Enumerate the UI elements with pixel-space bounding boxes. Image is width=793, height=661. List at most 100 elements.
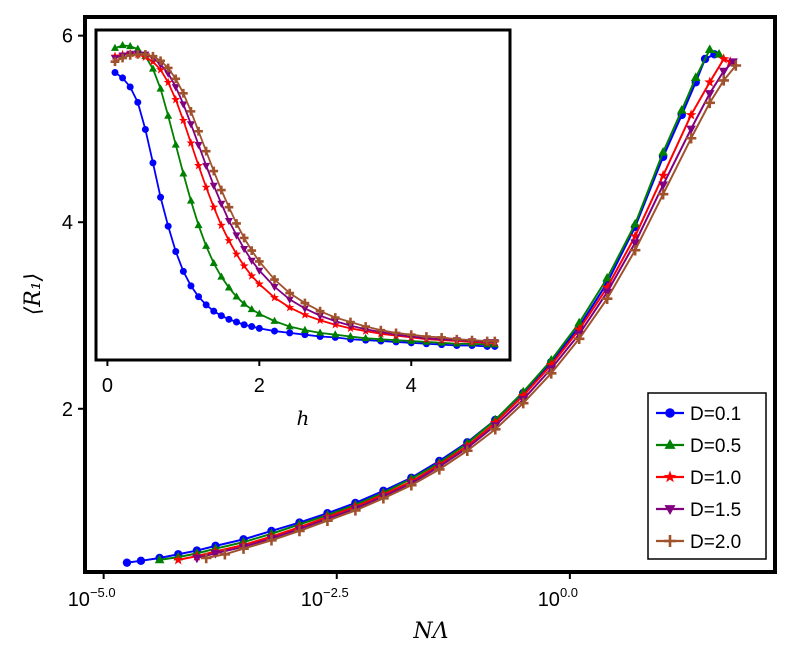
inset-data-point	[285, 302, 295, 312]
inset-data-point	[202, 162, 211, 170]
data-point	[517, 397, 529, 409]
data-point	[657, 169, 669, 181]
series-line	[206, 64, 737, 559]
inset-data-point	[376, 325, 386, 335]
inset-data-point	[194, 142, 203, 150]
inset-data-point	[134, 98, 142, 106]
legend-label: D=2.0	[690, 532, 741, 553]
data-point	[545, 359, 557, 370]
inset-data-point	[255, 309, 264, 317]
inset-data-point	[406, 330, 416, 340]
data-point	[630, 218, 640, 228]
inset-data-point	[164, 222, 172, 230]
inset-data-point	[224, 283, 233, 291]
data-point	[238, 543, 249, 554]
legend-label: D=0.1	[690, 404, 741, 425]
y-tick-label: 4	[62, 212, 73, 234]
inset-data-point	[209, 202, 219, 212]
data-point	[658, 147, 668, 156]
data-point	[517, 390, 529, 401]
inset-data-point	[118, 53, 127, 63]
inset-data-point	[202, 301, 210, 309]
inset-data-point	[202, 241, 211, 249]
inset-data-point	[209, 258, 218, 267]
data-point	[704, 44, 715, 54]
inset-data-point	[247, 271, 257, 280]
inset-data-point	[187, 282, 195, 290]
inset-data-point	[195, 293, 203, 301]
inset-data-point	[194, 126, 203, 136]
inset-data-point	[247, 304, 256, 313]
inset-data-point	[209, 182, 218, 190]
inset-data-point	[285, 296, 294, 304]
inset-data-point	[422, 332, 431, 341]
inset-series-D=2.0	[110, 50, 500, 346]
inset-data-point	[217, 200, 226, 208]
inset-data-point	[110, 43, 120, 51]
legend-item: D=0.5	[656, 436, 741, 457]
data-point	[685, 109, 697, 120]
data-point	[462, 445, 473, 456]
inset-data-point	[240, 321, 248, 329]
inset-data-point	[156, 65, 166, 74]
main-plot-frame	[83, 15, 777, 574]
inset-plot-frame	[94, 28, 512, 362]
data-point	[266, 535, 277, 546]
inset-data-point	[247, 246, 257, 255]
data-point	[658, 181, 668, 191]
inset-data-point	[171, 94, 181, 104]
inset-data-point	[285, 322, 294, 330]
legend-marker	[664, 505, 676, 515]
data-point	[219, 549, 231, 560]
inset-x-tick-label: 4	[406, 375, 417, 397]
inset-data-point	[240, 299, 249, 307]
inset-data-point	[270, 283, 279, 292]
inset-data-point	[330, 313, 340, 322]
inset-data-layer	[110, 40, 500, 350]
inset-data-point	[248, 323, 256, 331]
inset-data-point	[179, 101, 188, 109]
inset-data-point	[148, 64, 157, 72]
inset-data-point	[217, 312, 225, 320]
data-point	[122, 558, 132, 567]
data-point	[690, 72, 701, 81]
data-point	[573, 333, 585, 345]
inset-data-point	[300, 325, 309, 333]
data-point	[629, 230, 641, 241]
inset-data-point	[346, 317, 355, 327]
inset-data-point	[254, 257, 264, 266]
data-point	[573, 323, 585, 335]
inset-data-point	[186, 138, 196, 147]
y-tick-label: 6	[62, 26, 73, 48]
inset-data-point	[232, 219, 241, 228]
data-point	[154, 554, 165, 564]
inset-data-point	[247, 257, 256, 265]
data-point	[730, 60, 742, 71]
inset-data-point	[232, 232, 241, 240]
inset-data-point	[225, 315, 233, 323]
inset-data-point	[392, 335, 401, 343]
inset-data-point	[157, 193, 165, 201]
data-point	[322, 515, 333, 526]
data-point	[200, 552, 212, 564]
main-ticks: 10−5.0 10−2.5 100.0 2 4 6	[62, 26, 578, 611]
data-point	[545, 368, 557, 379]
data-point	[657, 188, 669, 200]
inset-data-point	[437, 333, 447, 342]
inset-data-point	[316, 328, 325, 336]
inset-data-point	[149, 159, 157, 167]
inset-data-point	[141, 50, 150, 59]
inset-data-point	[156, 56, 165, 66]
x-axis-label: NΛ	[412, 619, 448, 644]
inset-data-point	[126, 41, 135, 50]
inset-data-point	[110, 57, 120, 67]
x-tick-label: 10−2.5	[301, 585, 349, 611]
inset-data-point	[179, 267, 187, 275]
legend-marker	[664, 535, 676, 547]
data-point	[718, 75, 729, 86]
inset-data-point	[156, 84, 165, 92]
data-point	[136, 556, 146, 566]
inset-data-point	[361, 322, 371, 331]
main-data-layer	[122, 44, 742, 567]
